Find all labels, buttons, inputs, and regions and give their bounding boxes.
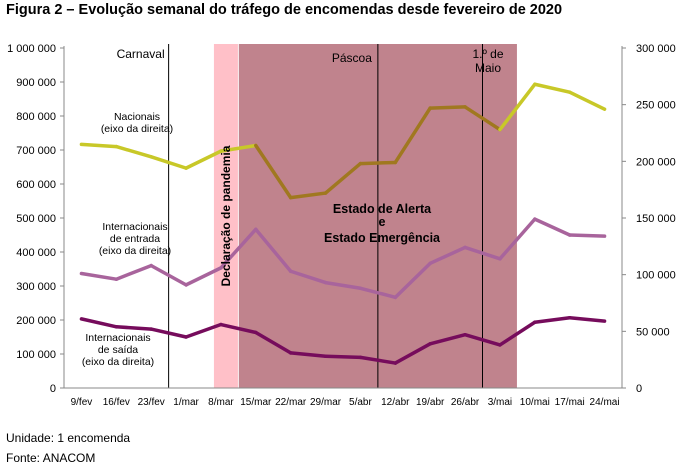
line-chart: 0 100 000 200 000 300 000 400 000 500 000 600 … [7, 43, 676, 408]
x-tick-label: 12/abr [381, 397, 410, 408]
pandemic-band [213, 44, 238, 388]
primeiro-maio-label: 1.º de Maio [472, 47, 503, 75]
y-right-tick-label: 250 000 [636, 100, 676, 112]
x-tick-label: 19/abr [416, 397, 445, 408]
carnaval-label: Carnaval [117, 47, 165, 61]
series-segment-0 [393, 106, 432, 165]
x-tick-label: 16/fev [103, 397, 130, 408]
series-segment-0 [358, 160, 398, 166]
series-segment-2 [533, 315, 572, 325]
x-tick-label: 26/abr [451, 397, 480, 408]
x-tick-label: 29/mar [310, 397, 342, 408]
series-label-1: Internacionais de entrada (eixo da direita… [99, 221, 171, 257]
series-segment-1 [288, 269, 328, 285]
series-segment-0 [288, 191, 328, 200]
y-left-tick-label: 400 000 [16, 247, 56, 259]
y-left-tick-label: 900 000 [16, 77, 56, 89]
y-left-tick-label: 100 000 [16, 349, 56, 361]
series-segment-0 [323, 161, 363, 195]
series-segment-0 [567, 90, 607, 111]
series-segment-1 [567, 233, 607, 238]
series-segment-1 [498, 217, 537, 261]
series-segment-1 [114, 263, 153, 281]
estado-label-line3: Estado Emergência [324, 231, 441, 245]
series-segment-0 [219, 143, 258, 153]
chart-title: Figura 2 – Evolução semanal do tráfego d… [6, 2, 563, 18]
series-segment-1 [149, 263, 188, 287]
series-segment-2 [288, 351, 328, 359]
series-segment-1 [323, 280, 363, 291]
series-segment-0 [428, 105, 467, 110]
y-left-tick-label: 700 000 [16, 145, 56, 157]
series-segment-1 [358, 286, 398, 300]
y-right-tick-label: 150 000 [636, 213, 676, 225]
series-segment-1 [533, 217, 572, 237]
series-segment-0 [149, 155, 188, 170]
x-tick-label: 1/mar [173, 397, 199, 408]
pascoa-label: Páscoa [332, 51, 372, 65]
x-tick-label: 9/fev [71, 397, 93, 408]
pandemia-label: Declaração de pandemia [219, 145, 233, 286]
y-left-tick-label: 600 000 [16, 179, 56, 191]
y-right-tick-label: 50 000 [636, 326, 670, 338]
y-left-tick-label: 200 000 [16, 315, 56, 327]
series-segment-0 [114, 144, 153, 159]
y-right-tick-label: 100 000 [636, 270, 676, 282]
series-segment-2 [79, 317, 119, 329]
series-segment-2 [184, 322, 223, 339]
y-left-tick-label: 1 000 000 [7, 43, 56, 55]
x-tick-label: 23/fev [138, 397, 165, 408]
series-segment-1 [463, 245, 502, 261]
series-segment-1 [254, 227, 293, 274]
x-tick-label: 3/mai [488, 397, 512, 408]
series-segment-1 [428, 245, 467, 266]
estado-label-line1: Estado de Alerta [333, 202, 432, 216]
x-tick-label: 22/mar [275, 397, 307, 408]
y-left-tick-label: 0 [50, 383, 56, 395]
source-note: Fonte: ANACOM [6, 451, 96, 465]
x-tick-label: 10/mai [520, 397, 550, 408]
series-segment-0 [498, 82, 537, 132]
series-segment-2 [428, 332, 467, 346]
series-segment-1 [184, 266, 223, 287]
y-right-tick-label: 300 000 [636, 43, 676, 55]
series-label-0: Nacionais (eixo da direita) [101, 111, 173, 135]
y-right-tick-label: 200 000 [636, 156, 676, 168]
series-segment-0 [254, 143, 293, 200]
series-segment-2 [114, 325, 153, 331]
x-tick-label: 24/mai [590, 397, 620, 408]
series-segment-2 [567, 315, 607, 323]
x-tick-label: 8/mar [208, 397, 234, 408]
series-segment-2 [219, 322, 258, 335]
y-left-tick-label: 500 000 [16, 213, 56, 225]
series-segment-2 [323, 354, 363, 360]
series-segment-2 [393, 342, 432, 365]
series-segment-2 [358, 355, 398, 365]
series-segment-2 [463, 332, 502, 347]
series-segment-1 [79, 271, 119, 281]
y-left-tick-label: 800 000 [16, 111, 56, 123]
y-left-tick-label: 300 000 [16, 281, 56, 293]
x-tick-label: 17/mai [555, 397, 585, 408]
series-segment-0 [79, 142, 119, 149]
series-segment-1 [393, 261, 432, 300]
series-segment-2 [498, 320, 537, 347]
x-tick-label: 5/abr [349, 397, 372, 408]
x-tick-label: 15/mar [240, 397, 272, 408]
y-right-tick-label: 0 [636, 383, 642, 395]
series-segment-2 [254, 330, 293, 355]
series-segment-1 [219, 227, 258, 270]
series-segment-0 [533, 82, 572, 94]
series-label-2: Internacionais de saída (eixo da direita) [82, 332, 154, 368]
estado-label-line2: e [379, 215, 386, 229]
unit-note: Unidade: 1 encomenda [6, 431, 131, 445]
series-segment-2 [149, 327, 188, 339]
series-segment-0 [184, 149, 223, 170]
series-segment-0 [463, 105, 502, 132]
